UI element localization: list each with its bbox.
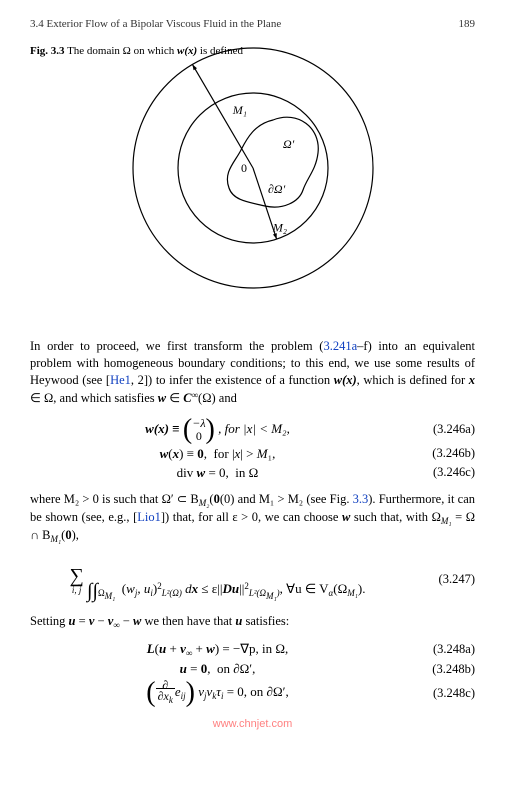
figure-label: Fig. 3.3 xyxy=(30,45,65,57)
svg-text:0: 0 xyxy=(241,161,247,175)
figure-diagram: M₁ M₂ 0 Ω′ ∂Ω′ xyxy=(30,28,475,308)
equation-3248b: u = 0, on ∂Ω′, (3.248b) xyxy=(30,661,475,677)
eq-num-3248b: (3.248b) xyxy=(405,662,475,677)
equation-3246c: div w = 0, in Ω (3.246c) xyxy=(30,465,475,481)
equation-3246a: w(x) ≡ (−λ0) , for |x| < M₂, (3.246a) xyxy=(30,417,475,443)
eq-num-3246a: (3.246a) xyxy=(405,422,475,437)
eq-num-3247: (3.247) xyxy=(405,572,475,587)
cite-lio1[interactable]: Lio1 xyxy=(137,510,161,524)
eq-num-3248a: (3.248a) xyxy=(405,642,475,657)
svg-text:M₂: M₂ xyxy=(271,221,286,235)
eq-num-3246c: (3.246c) xyxy=(405,465,475,480)
fig-ref-33[interactable]: 3.3 xyxy=(353,492,369,506)
eq-num-3248c: (3.248c) xyxy=(405,686,475,701)
equation-3247: .∑i, j ∫∫ΩM₁ (wj, ui)2L²(Ω) dx ≤ ε||Du||… xyxy=(30,555,475,603)
paragraph-1: In order to proceed, we first transform … xyxy=(30,338,475,407)
equation-3248a: L(u + v∞ + w) = −∇p, in Ω, (3.248a) xyxy=(30,641,475,658)
eq-num-3246b: (3.246b) xyxy=(405,446,475,461)
equation-3248c: (∂∂xkeij) νjνkτi = 0, on ∂Ω′, (3.248c) xyxy=(30,680,475,706)
paragraph-2: where M₂ > 0 is such that Ω′ ⊂ BM₂(0(0) … xyxy=(30,491,475,545)
svg-text:Ω′: Ω′ xyxy=(283,137,295,151)
svg-text:∂Ω′: ∂Ω′ xyxy=(268,182,286,196)
eq-ref-3241a[interactable]: 3.241a xyxy=(323,339,357,353)
svg-text:M₁: M₁ xyxy=(231,104,246,118)
page-number: 189 xyxy=(459,18,476,30)
paragraph-3: Setting u = v − v∞ − w we then have that… xyxy=(30,613,475,631)
cite-he1[interactable]: He1 xyxy=(110,373,131,387)
watermark: www.chnjet.com xyxy=(213,718,292,730)
equation-3246b: w(x) ≡ 0, for |x| > M₁, (3.246b) xyxy=(30,446,475,462)
